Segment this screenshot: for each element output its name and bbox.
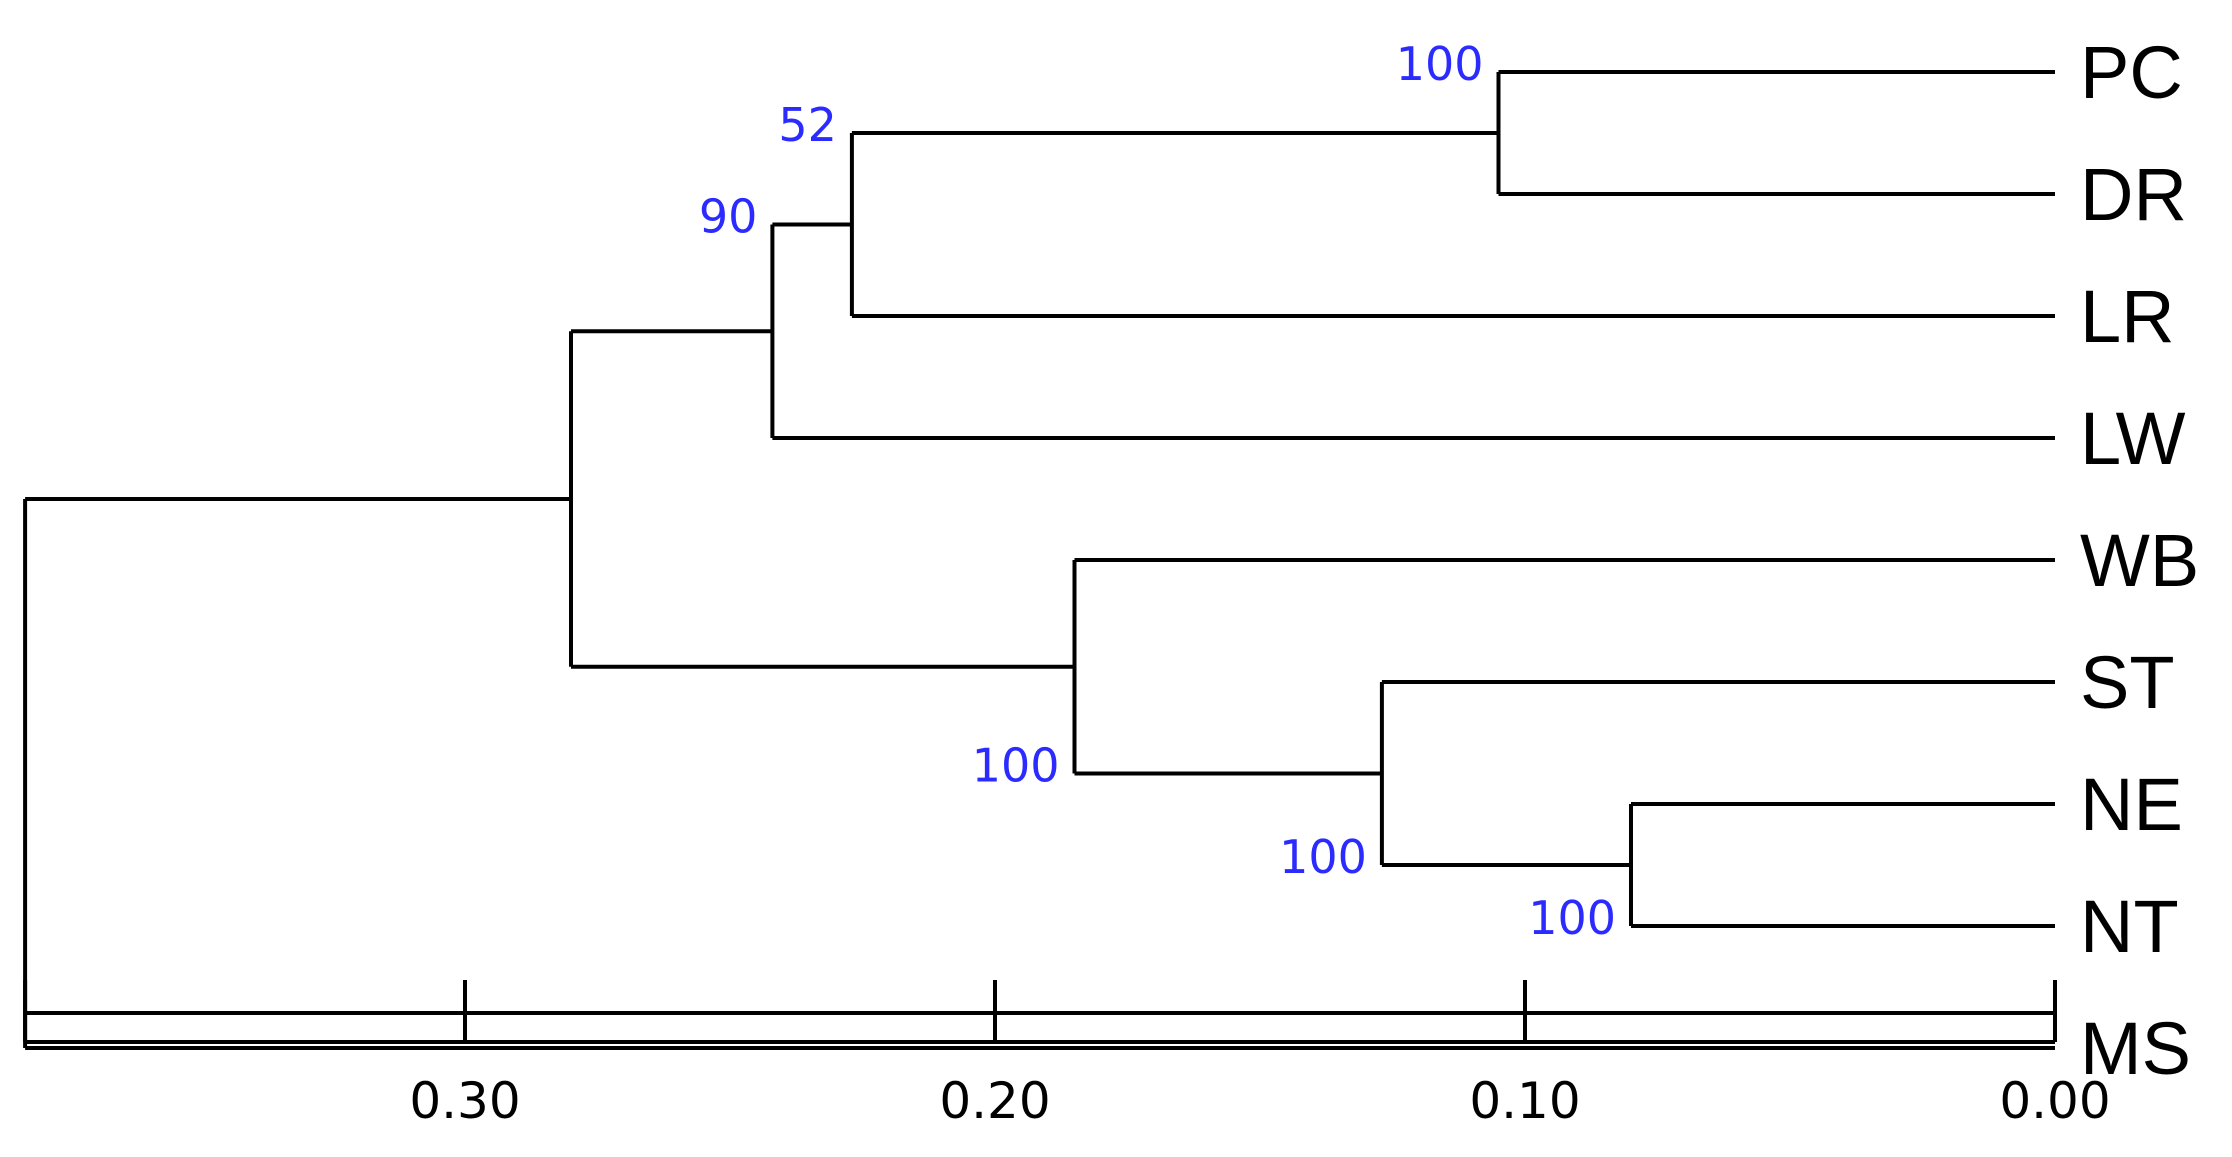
bootstrap-value: 52	[778, 98, 837, 152]
taxon-label-lw: LW	[2080, 397, 2186, 480]
scale-tick-label: 0.20	[939, 1072, 1050, 1130]
taxon-label-nt: NT	[2080, 885, 2179, 968]
taxon-label-lr: LR	[2080, 275, 2175, 358]
taxon-label-ne: NE	[2080, 763, 2183, 846]
scale-tick-label: 0.00	[1999, 1072, 2110, 1130]
bootstrap-value: 100	[972, 739, 1060, 793]
bootstrap-value: 90	[699, 190, 758, 244]
taxon-label-ms: MS	[2080, 1007, 2191, 1090]
bootstrap-value: 100	[1396, 37, 1484, 91]
taxon-label-pc: PC	[2080, 31, 2183, 114]
scale-tick-label: 0.30	[409, 1072, 520, 1130]
taxon-label-st: ST	[2080, 641, 2175, 724]
bootstrap-value: 100	[1279, 830, 1367, 884]
taxon-label-wb: WB	[2080, 519, 2199, 602]
taxon-label-dr: DR	[2080, 153, 2187, 236]
scale-tick-label: 0.10	[1469, 1072, 1580, 1130]
bootstrap-value: 100	[1528, 891, 1616, 945]
